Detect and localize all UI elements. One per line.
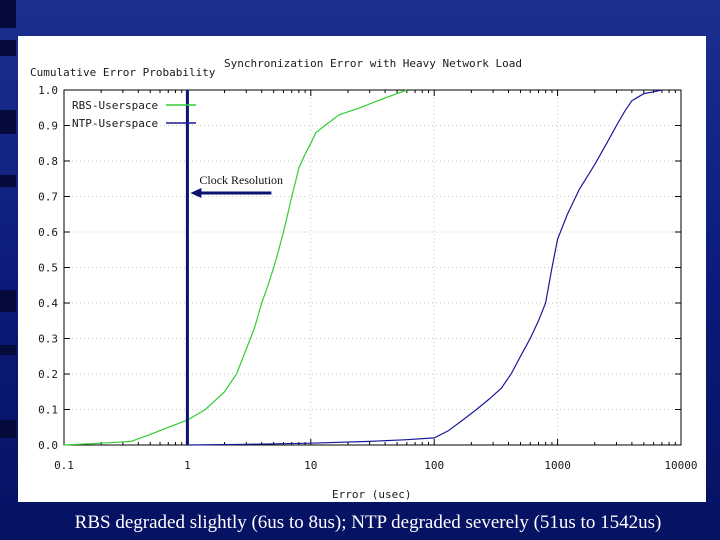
- legend-label: NTP-Userspace: [72, 117, 158, 130]
- y-tick-label: 0.0: [38, 439, 58, 452]
- y-tick-label: 0.6: [38, 226, 58, 239]
- grid-lines: [64, 90, 681, 445]
- legend-label: RBS-Userspace: [72, 99, 158, 112]
- x-axis-label: Error (usec): [332, 488, 411, 501]
- decor-stripe: [0, 0, 16, 28]
- decor-stripe: [0, 345, 16, 355]
- y-tick-label: 0.1: [38, 404, 58, 417]
- legend: RBS-Userspace NTP-Userspace: [72, 99, 196, 130]
- clock-resolution-arrowhead: [190, 188, 202, 198]
- y-axis-label: Cumulative Error Probability: [30, 66, 216, 79]
- y-tick-label: 0.9: [38, 120, 58, 133]
- x-axis-ticks: 0.1 1 10 100 1000 10000: [54, 90, 698, 472]
- y-axis-ticks: 0.0 0.1 0.2 0.3 0.4 0.5 0.6 0.7 0.8 0.9 1.0: [38, 84, 681, 452]
- x-tick-label: 100: [424, 459, 444, 472]
- series-line-rbs-userspace: [63, 89, 408, 446]
- decor-stripe: [0, 420, 16, 438]
- chart-title: Synchronization Error with Heavy Network…: [224, 57, 522, 70]
- cdf-line-chart: 0.0 0.1 0.2 0.3 0.4 0.5 0.6 0.7 0.8 0.9 1.0 0.1 1 10…: [30, 57, 698, 501]
- x-tick-label: 10000: [664, 459, 697, 472]
- decor-stripe: [0, 175, 16, 187]
- clock-resolution-label: Clock Resolution: [199, 173, 283, 187]
- series-line-ntp-userspace: [187, 89, 663, 446]
- chart-frame: 0.0 0.1 0.2 0.3 0.4 0.5 0.6 0.7 0.8 0.9 1.0 0.1 1 10…: [18, 36, 706, 502]
- y-tick-label: 0.3: [38, 333, 58, 346]
- decor-stripe: [0, 40, 16, 56]
- y-tick-label: 0.7: [38, 191, 58, 204]
- y-tick-label: 0.4: [38, 297, 58, 310]
- y-tick-label: 0.2: [38, 368, 58, 381]
- y-tick-label: 1.0: [38, 84, 58, 97]
- y-tick-label: 0.5: [38, 262, 58, 275]
- x-tick-label: 10: [304, 459, 317, 472]
- x-tick-label: 1: [184, 459, 191, 472]
- decor-stripe: [0, 290, 16, 312]
- decor-stripe: [0, 110, 16, 134]
- y-tick-label: 0.8: [38, 155, 58, 168]
- x-tick-label: 1000: [544, 459, 571, 472]
- slide-caption: RBS degraded slightly (6us to 8us); NTP …: [74, 512, 662, 533]
- x-tick-label: 0.1: [54, 459, 74, 472]
- series-layer: [63, 89, 663, 446]
